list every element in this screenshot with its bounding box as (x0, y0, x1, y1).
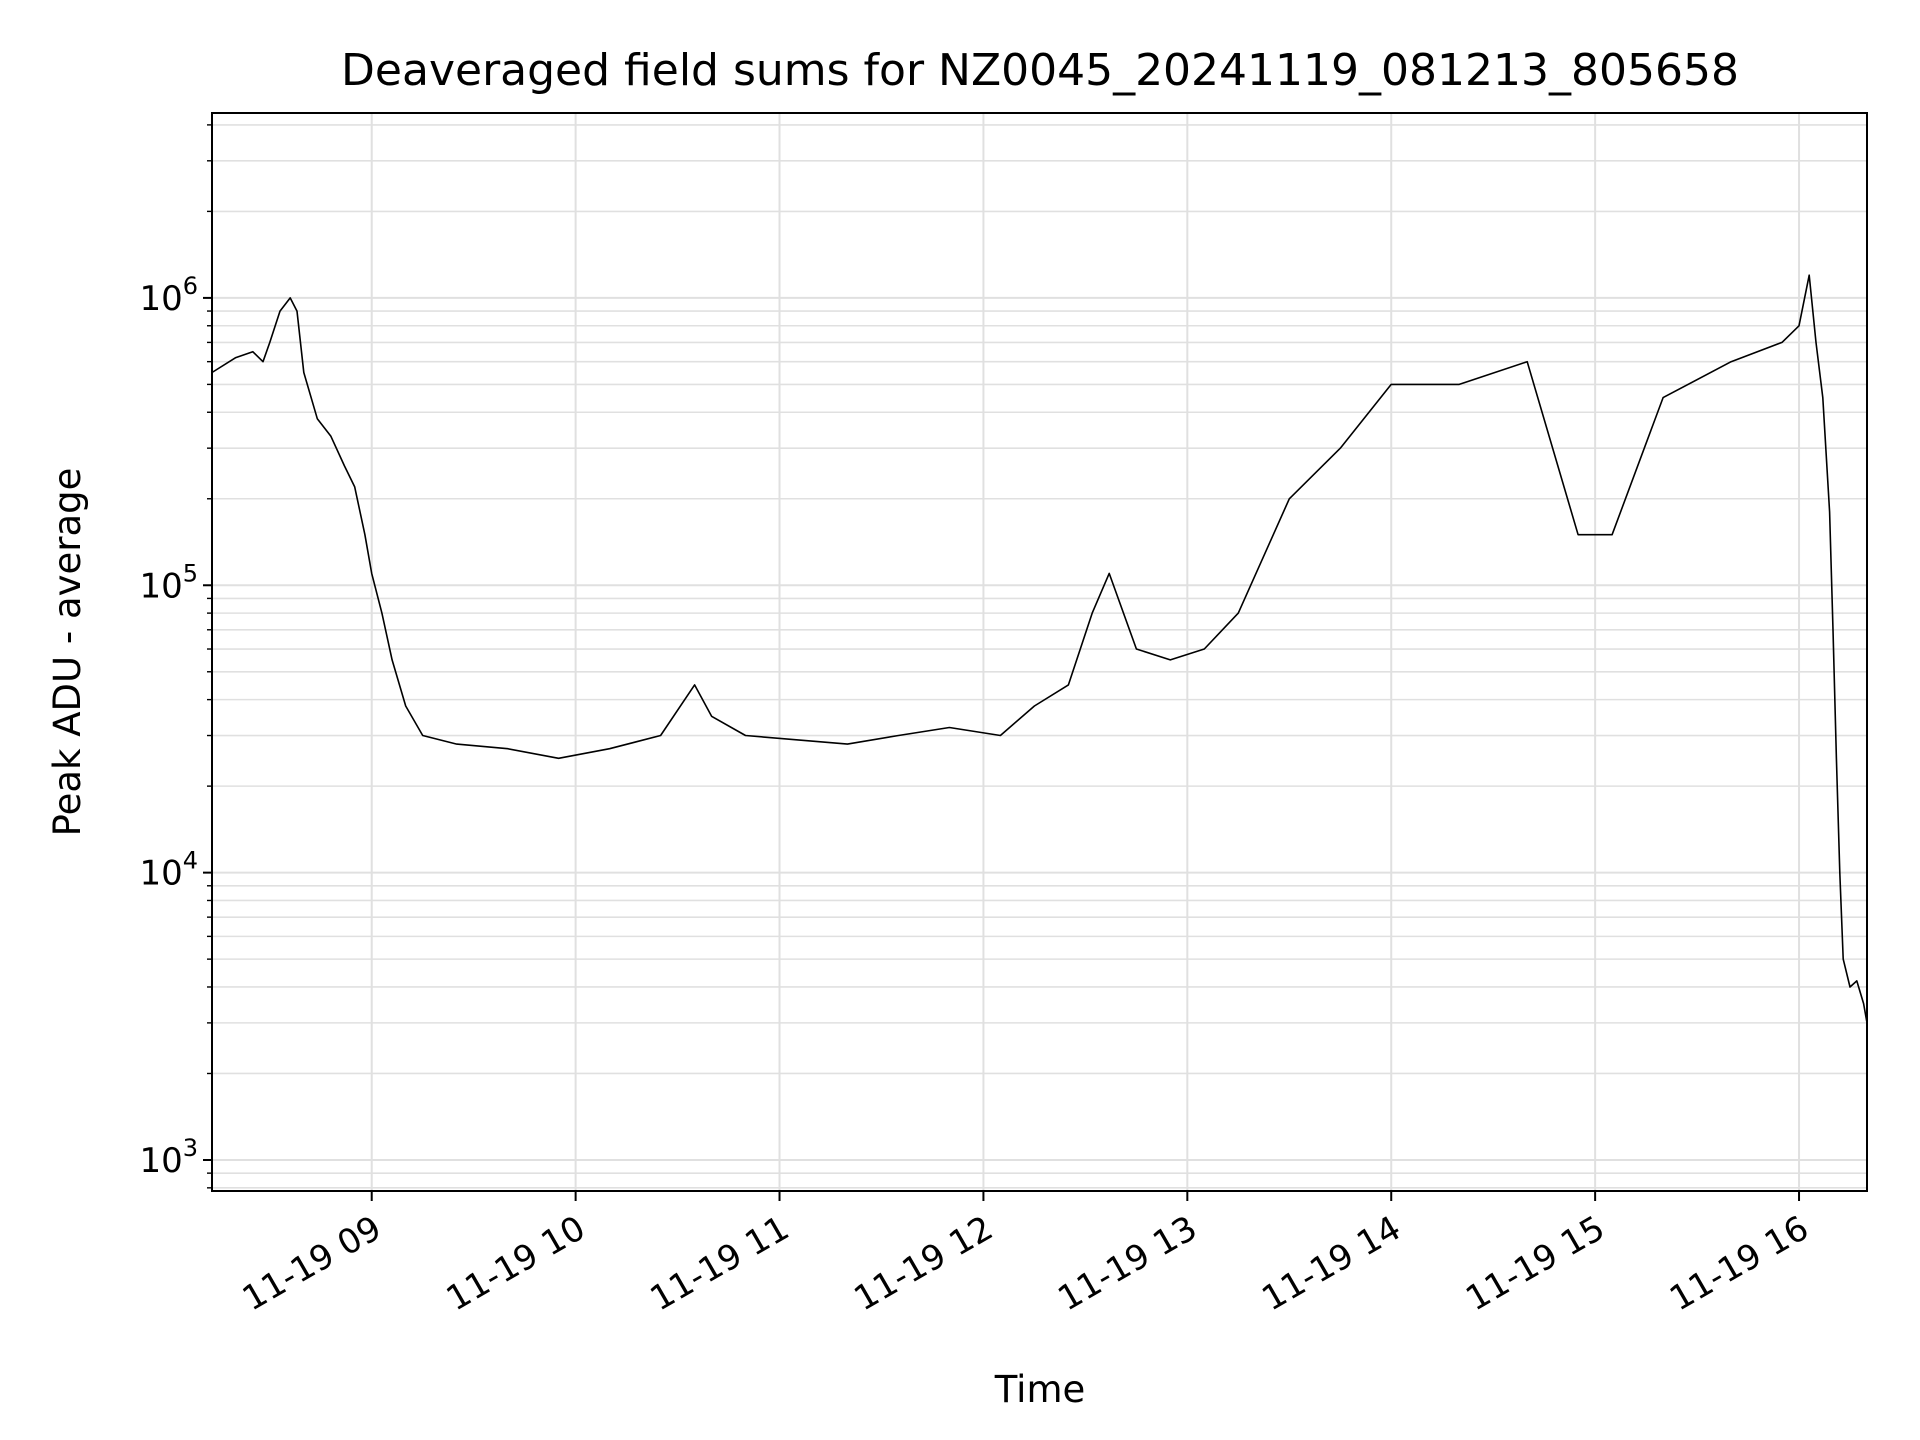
y-axis-label: Peak ADU - average (46, 468, 89, 837)
chart-title: Deaveraged field sums for NZ0045_2024111… (341, 45, 1739, 96)
y-tick-label: 106 (139, 272, 198, 319)
y-tick-label: 105 (139, 559, 198, 606)
series-line (211, 274, 1868, 1024)
y-tick-label: 103 (139, 1134, 198, 1181)
y-axis: 103 104 105 106 (139, 124, 212, 1189)
x-axis-label: Time (994, 1368, 1086, 1411)
series-layer (211, 274, 1868, 1024)
y-tick-label: 104 (139, 847, 198, 894)
gridlines (212, 113, 1867, 1191)
plot-frame (211, 112, 1868, 1192)
